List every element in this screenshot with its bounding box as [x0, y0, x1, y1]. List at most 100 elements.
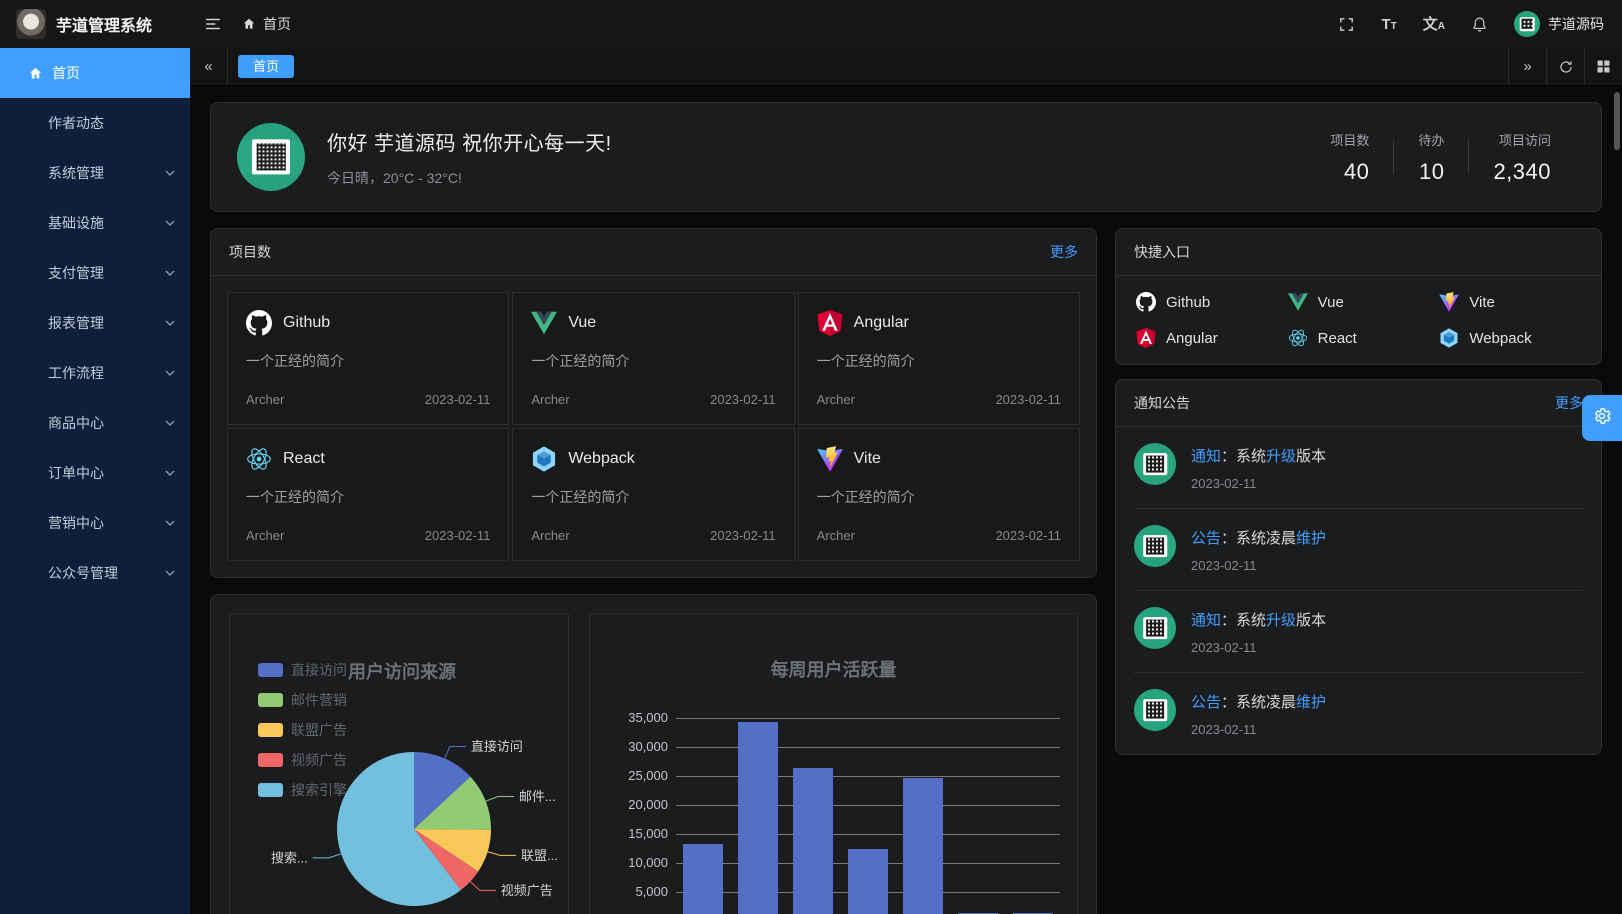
legend-item[interactable]: 搜索引擎 — [258, 780, 347, 800]
tabs-expand-right-icon[interactable]: » — [1508, 48, 1546, 85]
stat-value: 2,340 — [1493, 158, 1551, 184]
project-date: 2023-02-11 — [995, 392, 1061, 407]
font-size-icon[interactable]: TT — [1381, 15, 1397, 33]
divider — [1468, 140, 1470, 174]
notice-item[interactable]: 公告：系统凌晨维护 2023-02-11 — [1134, 509, 1583, 591]
chevron-down-icon — [164, 517, 176, 529]
menu-fold-icon[interactable] — [204, 15, 222, 33]
react-icon — [1288, 328, 1308, 348]
sidebar-item-label: 作者动态 — [48, 115, 104, 131]
shortcuts-grid: Github Vue Vite Angular React Webpack — [1116, 276, 1601, 364]
main-content: 你好 芋道源码 祝你开心每一天! 今日晴，20°C - 32°C! 项目数 40… — [190, 86, 1622, 914]
notice-title: 公告：系统凌晨维护 — [1191, 694, 1327, 711]
pie-label: 联盟... — [521, 848, 558, 863]
app-logo-area[interactable]: 芋道管理系统 — [0, 9, 190, 39]
sidebar-item[interactable]: 订单中心 — [0, 448, 190, 498]
pie-slice — [414, 829, 479, 891]
legend-item[interactable]: 直接访问 — [258, 660, 347, 680]
project-name: Github — [283, 314, 331, 331]
sidebar-item-label: 工作流程 — [48, 365, 104, 381]
stat-todo: 待办 10 — [1394, 130, 1468, 185]
translate-icon[interactable]: 文A — [1422, 15, 1445, 33]
notice-title: 公告：系统凌晨维护 — [1191, 530, 1327, 547]
pie-slice — [414, 752, 471, 829]
project-card-github[interactable]: Github 一个正经的简介 Archer 2023-02-11 — [227, 292, 510, 425]
charts-card: 直接访问 邮件营销 联盟广告 视频广告 搜索引擎 用户访问来源 直接访问 邮件... 联盟.… — [210, 594, 1097, 914]
notice-card: 通知公告 更多 通知：系统升级版本 2023-02-11 公告：系统凌晨维护 2023… — [1115, 379, 1602, 755]
sidebar-item[interactable]: 报表管理 — [0, 298, 190, 348]
sidebar-item[interactable]: 公众号管理 — [0, 548, 190, 598]
sidebar-menu: 首页作者动态系统管理 基础设施支付管理报表管理工作流程商品中心订单中心营销中心 公众… — [0, 48, 190, 914]
sidebar-item[interactable]: 商品中心 — [0, 398, 190, 448]
notice-more-link[interactable]: 更多 — [1555, 395, 1583, 411]
refresh-icon[interactable] — [1546, 48, 1584, 85]
shortcuts-card: 快捷入口 Github Vue Vite Angular React Webpack — [1115, 228, 1602, 365]
user-avatar — [1514, 11, 1540, 37]
sidebar-item[interactable]: 作者动态 — [0, 98, 190, 148]
project-card-vue[interactable]: Vue 一个正经的简介 Archer 2023-02-11 — [512, 292, 795, 425]
profile-avatar[interactable] — [237, 123, 305, 191]
sidebar-item-label: 支付管理 — [48, 265, 104, 281]
user-menu[interactable]: 芋道源码 — [1514, 11, 1604, 37]
chevron-down-icon — [164, 317, 176, 329]
legend-label: 联盟广告 — [291, 722, 347, 738]
sidebar-item-home[interactable]: 首页 — [0, 48, 190, 98]
pie-label: 直接访问 — [471, 739, 523, 754]
project-desc: 一个正经的简介 — [531, 489, 630, 505]
notice-title: 通知：系统升级版本 — [1191, 612, 1327, 629]
shortcut-webpack[interactable]: Webpack — [1439, 328, 1581, 348]
bell-icon[interactable] — [1471, 16, 1488, 33]
notice-avatar — [1134, 689, 1176, 731]
project-card-vite[interactable]: Vite 一个正经的简介 Archer 2023-02-11 — [797, 428, 1080, 561]
breadcrumb[interactable]: 首页 — [242, 14, 291, 34]
project-date: 2023-02-11 — [710, 528, 776, 543]
pie-chart-title: 用户访问来源 — [348, 662, 456, 682]
shortcut-vue[interactable]: Vue — [1287, 292, 1430, 312]
legend-item[interactable]: 邮件营销 — [258, 690, 347, 710]
sidebar-item[interactable]: 营销中心 — [0, 498, 190, 548]
shortcut-github[interactable]: Github — [1136, 292, 1278, 312]
fullscreen-icon[interactable] — [1338, 16, 1355, 33]
vue-icon — [531, 310, 558, 336]
project-card-webpack[interactable]: Webpack 一个正经的简介 Archer 2023-02-11 — [512, 428, 795, 561]
sidebar-item[interactable]: 系统管理 — [0, 148, 190, 198]
shortcut-vite[interactable]: Vite — [1439, 292, 1581, 312]
sidebar-item-label: 订单中心 — [48, 465, 104, 481]
legend-label: 视频广告 — [291, 752, 347, 768]
pie-callout-line — [487, 851, 516, 856]
project-card-react[interactable]: React 一个正经的简介 Archer 2023-02-11 — [227, 428, 510, 561]
pie-label: 视频广告 — [501, 883, 553, 898]
y-axis-tick: 5,000 — [635, 884, 668, 899]
sidebar-item[interactable]: 工作流程 — [0, 348, 190, 398]
bar-周四 — [848, 849, 888, 914]
notice-item[interactable]: 通知：系统升级版本 2023-02-11 — [1134, 427, 1583, 509]
chevron-down-icon — [164, 417, 176, 429]
tabs-collapse-left-icon[interactable]: « — [190, 48, 228, 85]
project-card-angular[interactable]: Angular 一个正经的简介 Archer 2023-02-11 — [797, 292, 1080, 425]
notice-item[interactable]: 公告：系统凌晨维护 2023-02-11 — [1134, 673, 1583, 754]
shortcut-angular[interactable]: Angular — [1136, 328, 1278, 348]
sidebar-item[interactable]: 支付管理 — [0, 248, 190, 298]
project-desc: 一个正经的简介 — [816, 489, 915, 505]
shortcut-react[interactable]: React — [1288, 328, 1430, 348]
project-desc: 一个正经的简介 — [816, 353, 915, 369]
chevron-down-icon — [164, 467, 176, 479]
sidebar-item[interactable]: 基础设施 — [0, 198, 190, 248]
legend-item[interactable]: 联盟广告 — [258, 720, 347, 740]
stat-projects: 项目数 40 — [1306, 130, 1393, 185]
tab-home[interactable]: 首页 — [238, 55, 295, 78]
project-name: Webpack — [568, 450, 635, 467]
notice-item[interactable]: 通知：系统升级版本 2023-02-11 — [1134, 591, 1583, 673]
notice-avatar — [1134, 443, 1176, 485]
settings-fab[interactable] — [1582, 395, 1622, 441]
y-axis-tick: 20,000 — [628, 797, 668, 812]
grid-icon[interactable] — [1584, 48, 1622, 85]
scrollbar-thumb[interactable] — [1614, 92, 1620, 150]
project-author: Archer — [246, 528, 285, 543]
legend-item[interactable]: 视频广告 — [258, 750, 347, 770]
pie-chart: 直接访问邮件...联盟...视频广告搜索... — [271, 739, 558, 906]
notice-list: 通知：系统升级版本 2023-02-11 公告：系统凌晨维护 2023-02-11 通知… — [1116, 427, 1601, 754]
legend-swatch — [258, 663, 283, 677]
projects-more-link[interactable]: 更多 — [1050, 244, 1078, 260]
greeting-subtitle: 今日晴，20°C - 32°C! — [327, 169, 462, 186]
